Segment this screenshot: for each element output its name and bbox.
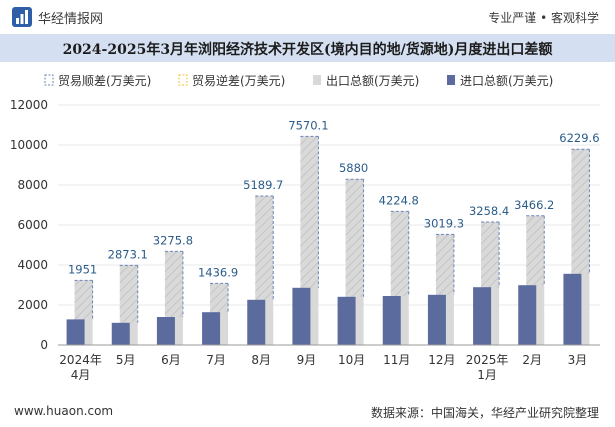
legend-swatch-surplus — [44, 74, 54, 86]
footer: www.huaon.com 数据来源：中国海关，华经产业研究院整理 — [0, 395, 615, 427]
x-tick-label: 2024年 — [59, 353, 102, 367]
import-bar — [247, 299, 266, 345]
legend-label-surplus: 贸易顺差(万美元) — [58, 74, 152, 88]
import-bar — [66, 319, 85, 345]
surplus-data-label: 4224.8 — [379, 193, 419, 207]
import-bar — [427, 294, 446, 345]
legend-swatch-import — [447, 75, 455, 85]
surplus-data-label: 1436.9 — [198, 265, 238, 279]
y-tick-label: 0 — [40, 338, 48, 352]
import-bar — [382, 296, 401, 345]
brand-name: 华经情报网 — [38, 12, 104, 27]
title-bar: 2024-2025年3月年浏阳经济技术开发区(境内目的地/货源地)月度进出口差额 — [0, 34, 615, 62]
y-tick-label: 6000 — [17, 218, 48, 232]
surplus-hatch — [435, 234, 454, 295]
x-tick-label: 5月 — [116, 353, 136, 367]
chart-legend: 贸易顺差(万美元) 贸易逆差(万美元) 出口总额(万美元) 进口总额(万美元) — [0, 70, 615, 88]
import-bar — [563, 273, 582, 345]
import-bar — [518, 285, 537, 345]
x-tick-label: 11月 — [383, 353, 410, 367]
import-bar — [111, 322, 130, 345]
surplus-data-label: 7570.1 — [288, 118, 328, 132]
surplus-hatch — [300, 136, 319, 288]
x-tick-label: 7月 — [206, 353, 226, 367]
y-tick-label: 12000 — [10, 98, 48, 112]
legend-swatch-deficit — [178, 74, 188, 86]
website-link[interactable]: www.huaon.com — [14, 404, 114, 418]
legend-label-deficit: 贸易逆差(万美元) — [192, 74, 286, 88]
slogan: 专业严谨 • 客观科学 — [488, 11, 599, 25]
surplus-hatch — [345, 179, 364, 297]
import-bar — [292, 287, 311, 345]
x-tick-label: 9月 — [297, 353, 317, 367]
import-bar — [202, 312, 221, 345]
x-tick-label: 2025年 — [466, 353, 509, 367]
surplus-hatch — [255, 196, 274, 300]
surplus-data-label: 3019.3 — [424, 216, 464, 230]
surplus-hatch — [390, 211, 409, 296]
huajing-logo-icon — [12, 7, 32, 27]
surplus-hatch — [481, 222, 500, 288]
x-tick-label: 3月 — [568, 353, 588, 367]
x-tick-label: 12月 — [428, 353, 455, 367]
surplus-hatch — [526, 215, 545, 286]
y-tick-label: 10000 — [10, 138, 48, 152]
surplus-data-label: 3466.2 — [514, 198, 554, 212]
y-tick-label: 2000 — [17, 298, 48, 312]
x-tick-label: 1月 — [477, 368, 497, 382]
surplus-data-label: 6229.6 — [559, 131, 599, 145]
x-tick-label: 2月 — [522, 353, 542, 367]
surplus-data-label: 3275.8 — [153, 233, 193, 247]
surplus-data-label: 2873.1 — [108, 247, 148, 261]
data-source: 数据来源：中国海关，华经产业研究院整理 — [370, 406, 599, 420]
x-tick-label: 8月 — [251, 353, 271, 367]
x-tick-label: 6月 — [161, 353, 181, 367]
surplus-hatch — [571, 149, 590, 274]
surplus-data-label: 1951 — [68, 262, 97, 276]
surplus-data-label: 5880 — [339, 161, 368, 175]
y-tick-label: 8000 — [17, 178, 48, 192]
legend-swatch-export — [313, 75, 321, 85]
chart-plot: 1951 2873.1 3275.8 1436.9 5189.7 7570.1 5880 42… — [10, 98, 600, 382]
import-bar — [156, 317, 175, 345]
y-tick-label: 4000 — [17, 258, 48, 272]
legend-label-export: 出口总额(万美元) — [326, 74, 420, 88]
surplus-hatch — [210, 283, 229, 313]
surplus-data-label: 3258.4 — [469, 204, 509, 218]
x-tick-label: 10月 — [338, 353, 365, 367]
x-tick-label: 4月 — [71, 368, 91, 382]
legend-label-import: 进口总额(万美元) — [460, 74, 554, 88]
surplus-hatch — [74, 280, 93, 320]
surplus-hatch — [119, 265, 138, 323]
import-bar — [473, 287, 492, 345]
chart-title: 2024-2025年3月年浏阳经济技术开发区(境内目的地/货源地)月度进出口差额 — [62, 42, 553, 58]
surplus-data-label: 5189.7 — [243, 178, 283, 192]
surplus-hatch — [164, 251, 183, 317]
top-bar: 华经情报网 专业严谨 • 客观科学 — [0, 0, 615, 34]
import-bar — [337, 296, 356, 345]
